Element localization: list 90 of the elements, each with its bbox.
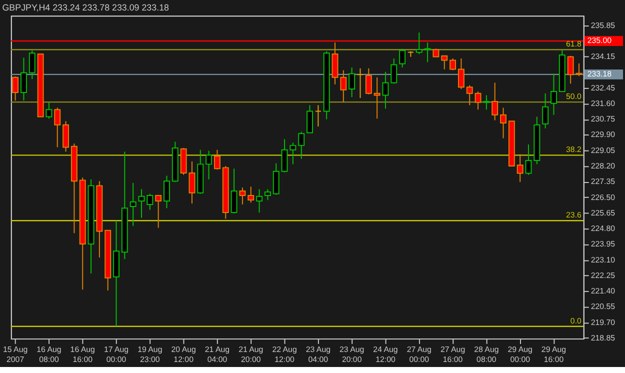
- y-tick-label: 229.05: [590, 146, 616, 155]
- candlestick: [272, 162, 280, 196]
- candlestick: [206, 150, 212, 180]
- x-tick-label: 27 Aug 16:00: [440, 344, 466, 364]
- x-tick-label: 19 Aug 23:00: [138, 344, 162, 364]
- candlestick: [20, 57, 27, 102]
- candlestick: [399, 48, 406, 68]
- x-tick-label: 28 Aug 08:00: [474, 344, 499, 364]
- y-tick-label: 222.25: [590, 270, 616, 280]
- candlestick: [130, 182, 136, 226]
- candlestick: [340, 70, 347, 103]
- candlestick: [416, 32, 422, 55]
- candlestick: [54, 107, 61, 148]
- candlestick: [138, 188, 145, 218]
- x-tick-label: 21 Aug 04:00: [204, 344, 230, 364]
- candlestick: [374, 76, 380, 120]
- candlestick: [264, 188, 271, 201]
- x-tick-label: 23 Aug 04:00: [306, 344, 330, 364]
- candlestick: [474, 91, 482, 110]
- candlestick: [483, 94, 490, 110]
- x-tick-label: 15 Aug 2007: [3, 344, 28, 364]
- x-tick-label: 23 Aug 20:00: [340, 344, 364, 364]
- x-tick-label: 21 Aug 20:00: [238, 344, 264, 364]
- ref-line-label: 235.00: [587, 36, 612, 45]
- candlestick: [239, 187, 246, 205]
- x-tick-label: 20 Aug 12:00: [171, 344, 196, 364]
- y-tick-label: 225.65: [590, 208, 616, 218]
- y-tick-label: 228.20: [590, 162, 616, 171]
- candlestick: [28, 50, 36, 80]
- y-tick-label: 219.70: [590, 318, 616, 327]
- y-tick-label: 223.10: [590, 255, 616, 264]
- annotation: 23.6: [566, 210, 582, 220]
- candlestick: [306, 104, 313, 134]
- y-tick-label: 230.75: [590, 114, 616, 124]
- candlestick: [298, 131, 305, 160]
- annotation: 0.0: [570, 316, 582, 326]
- candlestick: [46, 102, 52, 120]
- candlestick: [62, 120, 70, 152]
- candlestick: [382, 71, 389, 110]
- candlestick: [214, 149, 220, 170]
- candlestick: [542, 92, 549, 129]
- candlestick: [576, 62, 582, 77]
- x-tick-label: 27 Aug 00:00: [406, 344, 432, 364]
- candlestick: [525, 144, 532, 176]
- y-tick-label: 220.55: [590, 302, 616, 312]
- candlestick: [155, 194, 162, 228]
- candlestick: [146, 193, 154, 210]
- x-tick-label: 17 Aug 00:00: [104, 344, 129, 364]
- annotation: 50.0: [566, 92, 582, 102]
- y-tick-label: 231.60: [590, 98, 616, 108]
- y-tick-label: 235.85: [590, 20, 616, 30]
- candlestick: [188, 160, 196, 204]
- candlestick: [12, 76, 19, 102]
- x-tick-label: 24 Aug 12:00: [373, 344, 398, 364]
- candlestick: [424, 42, 431, 63]
- y-tick-label: 223.95: [590, 240, 616, 249]
- y-tick-label: 226.50: [590, 192, 616, 202]
- x-tick-label: 16 Aug 08:00: [36, 344, 62, 364]
- candlestick: [550, 73, 557, 116]
- candlestick: [256, 188, 263, 214]
- candlestick: [365, 68, 372, 95]
- candlestick: [458, 58, 464, 90]
- candlestick: [164, 175, 170, 209]
- chart-title: GBPJPY,H4 233.24 233.78 233.09 233.18: [2, 2, 170, 13]
- x-tick-label: 22 Aug 12:00: [272, 344, 297, 364]
- x-tick-label: 29 Aug 00:00: [508, 344, 532, 364]
- candlestick: [516, 154, 524, 183]
- y-tick-label: 218.85: [590, 333, 616, 342]
- candlestick: [357, 68, 364, 98]
- x-tick-label: 16 Aug 16:00: [70, 344, 95, 364]
- y-tick-label: 227.35: [590, 177, 616, 186]
- candlestick: [567, 55, 574, 84]
- candlestick: [248, 186, 254, 204]
- x-tick-label: 29 Aug 16:00: [541, 344, 566, 364]
- y-tick-label: 224.80: [590, 224, 616, 234]
- candlestick: [466, 84, 473, 106]
- candlestick: [314, 104, 322, 127]
- y-tick-label: 229.90: [590, 130, 616, 140]
- y-tick-label: 232.45: [590, 83, 616, 92]
- candlestick: [230, 168, 238, 214]
- y-tick-label: 221.40: [590, 286, 616, 296]
- candlestick: [390, 58, 398, 84]
- candlestick: [500, 107, 506, 139]
- y-tick-label: 234.15: [590, 52, 616, 62]
- annotation: 61.8: [566, 40, 582, 49]
- candlestick: [492, 82, 498, 121]
- candlestick: [441, 55, 448, 70]
- annotation: 38.2: [566, 145, 582, 154]
- ref-line-label: 233.18: [587, 69, 612, 78]
- candlestick: [348, 66, 356, 98]
